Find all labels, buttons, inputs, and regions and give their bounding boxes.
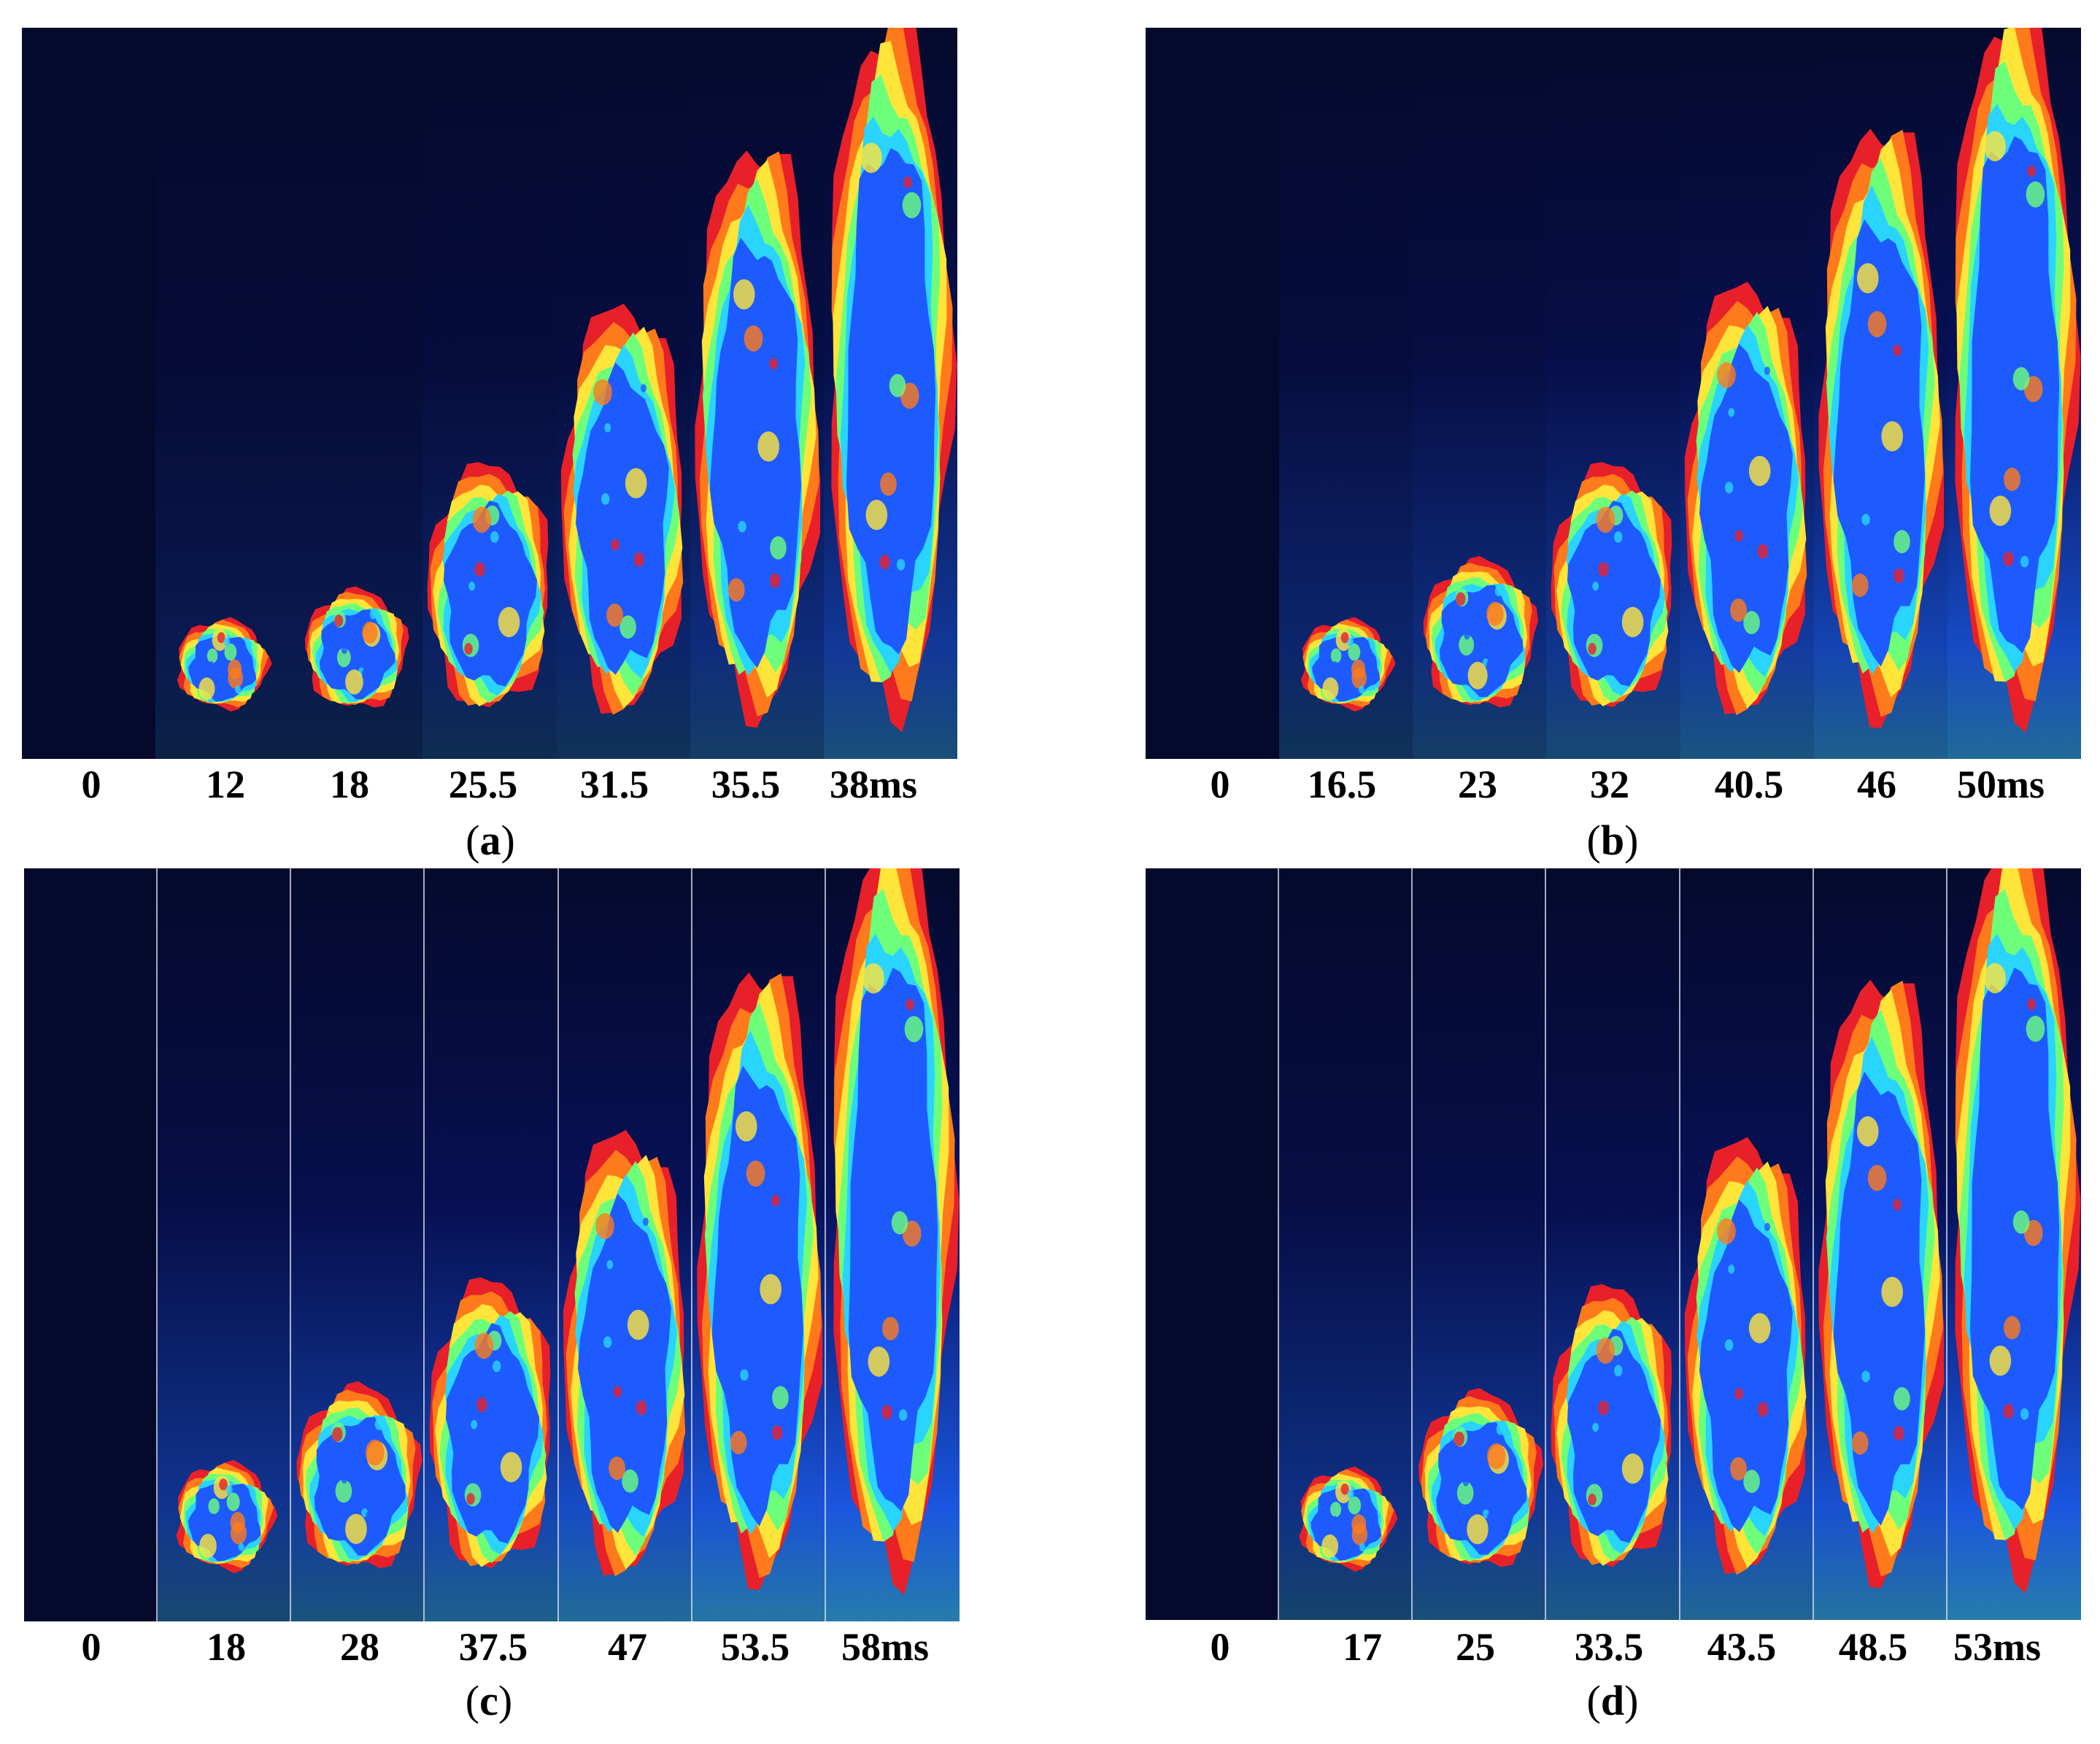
flame-image-strip-c xyxy=(24,868,960,1621)
time-label: 33.5 xyxy=(1574,1625,1644,1669)
time-label: 18 xyxy=(330,763,369,806)
flame-frame xyxy=(1813,28,1947,759)
flame-image-strip-a xyxy=(22,28,957,759)
time-label: 17 xyxy=(1343,1625,1382,1669)
flame-frame xyxy=(1279,868,1413,1620)
time-label: 25 xyxy=(1456,1625,1495,1669)
flame-frame xyxy=(692,868,826,1621)
flame-frame xyxy=(1546,28,1680,759)
time-label: 32 xyxy=(1590,763,1629,806)
flame-frame xyxy=(1413,868,1547,1620)
time-label: 38ms xyxy=(830,763,917,806)
time-label: 18 xyxy=(206,1625,246,1669)
time-label: 31.5 xyxy=(579,763,649,806)
flame-frame xyxy=(24,868,158,1621)
flame-frame xyxy=(690,28,824,759)
flame-frame xyxy=(155,28,290,759)
flame-frame xyxy=(556,28,690,759)
time-label: 0 xyxy=(1210,763,1230,806)
flame-frame xyxy=(291,868,425,1621)
flame-frame xyxy=(1146,868,1279,1620)
time-label: 28 xyxy=(340,1625,379,1669)
time-label: 0 xyxy=(1210,1625,1230,1669)
panel-label-c: (c) xyxy=(465,1677,513,1724)
time-label: 0 xyxy=(81,1625,101,1669)
time-label: 50ms xyxy=(1957,763,2045,806)
time-label: 23 xyxy=(1458,763,1497,806)
flame-frame xyxy=(1546,868,1680,1620)
flame-frame xyxy=(1813,868,1947,1620)
panel-c: 0 18 28 37.5 47 53.5 58ms (c) xyxy=(24,868,960,1729)
time-label: 58ms xyxy=(841,1625,929,1669)
time-label: 12 xyxy=(206,763,245,806)
flame-frame xyxy=(289,28,423,759)
time-label: 35.5 xyxy=(711,763,781,806)
time-label: 53.5 xyxy=(720,1625,790,1669)
panel-a: 0 12 18 25.5 31.5 35.5 38ms (a) xyxy=(22,28,957,862)
flame-frame xyxy=(1947,28,2081,759)
flame-frame xyxy=(1279,28,1413,759)
panel-d: 0 17 25 33.5 43.5 48.5 53ms (d) xyxy=(1146,868,2081,1729)
flame-frame xyxy=(823,28,957,759)
flame-frame xyxy=(1680,28,1814,759)
panel-b: 0 16.5 23 32 40.5 46 50ms (b) xyxy=(1146,28,2081,862)
time-label: 25.5 xyxy=(448,763,518,806)
flame-frame xyxy=(1413,28,1547,759)
flame-frame xyxy=(22,28,155,759)
time-label: 47 xyxy=(608,1625,647,1669)
flame-frame xyxy=(158,868,292,1621)
flame-frame xyxy=(425,868,559,1621)
flame-frame xyxy=(1947,868,2081,1620)
time-label: 43.5 xyxy=(1707,1625,1777,1669)
time-label: 16.5 xyxy=(1307,763,1377,806)
flame-frame xyxy=(558,868,692,1621)
panel-label-b: (b) xyxy=(1586,817,1639,864)
flame-frame xyxy=(1680,868,1814,1620)
flame-frame xyxy=(422,28,557,759)
flame-image-strip-b xyxy=(1146,28,2081,759)
time-label: 46 xyxy=(1857,763,1896,806)
time-label: 53ms xyxy=(1953,1625,2041,1669)
flame-image-strip-d xyxy=(1146,868,2081,1620)
time-label: 0 xyxy=(81,763,101,806)
time-label: 40.5 xyxy=(1714,763,1784,806)
flame-frame xyxy=(1146,28,1279,759)
panel-label-d: (d) xyxy=(1586,1677,1639,1724)
panel-label-a: (a) xyxy=(466,817,515,864)
time-label: 37.5 xyxy=(458,1625,528,1669)
time-label: 48.5 xyxy=(1838,1625,1908,1669)
flame-frame xyxy=(825,868,960,1621)
